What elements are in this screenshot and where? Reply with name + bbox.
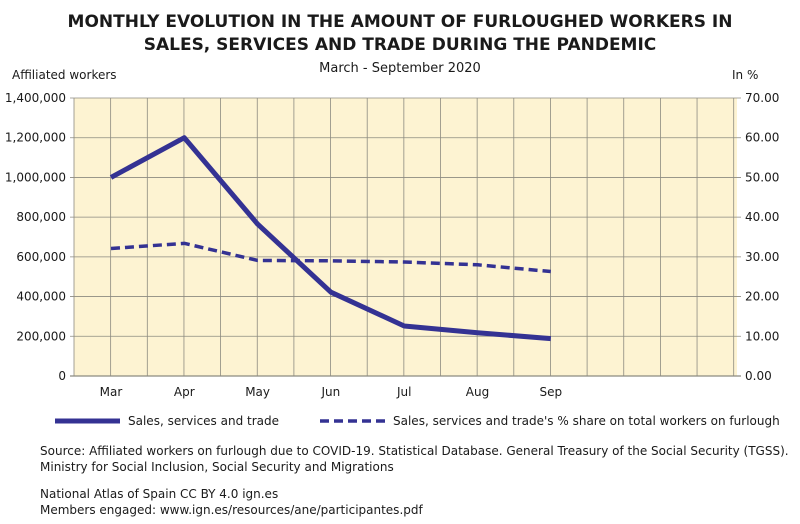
y-tick-label: 0 [58,369,66,383]
source-line: Ministry for Social Inclusion, Social Se… [40,460,394,474]
legend-label: Sales, services and trade [128,414,279,428]
x-tick-label: Jun [321,385,341,399]
credit-line: Members engaged: www.ign.es/resources/an… [40,503,423,517]
legend-label: Sales, services and trade's % share on t… [393,414,780,428]
y-tick-label: 1,400,000 [5,91,66,105]
x-tick-label: Jul [396,385,411,399]
chart-subtitle: March - September 2020 [319,61,481,76]
x-tick-label: Aug [466,385,489,399]
y-tick-label: 1,000,000 [5,170,66,184]
x-tick-label: Sep [539,385,562,399]
y2-tick-label: 10.00 [745,329,779,343]
credit-line: National Atlas of Spain CC BY 4.0 ign.es [40,487,279,501]
y2-tick-label: 70.00 [745,91,779,105]
x-tick-label: Apr [174,385,195,399]
y2-tick-label: 40.00 [745,210,779,224]
y2-tick-label: 30.00 [745,250,779,264]
y-tick-label: 600,000 [16,250,66,264]
chart-title-line-2: SALES, SERVICES AND TRADE DURING THE PAN… [143,35,657,55]
y2-tick-label: 50.00 [745,170,779,184]
chart-title-line-1: MONTHLY EVOLUTION IN THE AMOUNT OF FURLO… [67,12,733,32]
plot-background [74,98,737,376]
y-tick-label: 400,000 [16,290,66,304]
x-tick-label: Mar [100,385,123,399]
y-tick-label: 800,000 [16,210,66,224]
x-tick-label: May [245,385,270,399]
y-axis-label: Affiliated workers [12,68,117,82]
source-note: Source: Affiliated workers on furlough d… [40,443,789,475]
y-tick-label: 200,000 [16,329,66,343]
source-line: Source: Affiliated workers on furlough d… [40,444,789,458]
y2-tick-label: 20.00 [745,290,779,304]
y2-tick-label: 60.00 [745,131,779,145]
y2-axis-label: In % [732,68,759,82]
y-tick-label: 1,200,000 [5,131,66,145]
y2-tick-label: 0.00 [745,369,772,383]
credit-note: National Atlas of Spain CC BY 4.0 ign.es… [40,486,423,518]
